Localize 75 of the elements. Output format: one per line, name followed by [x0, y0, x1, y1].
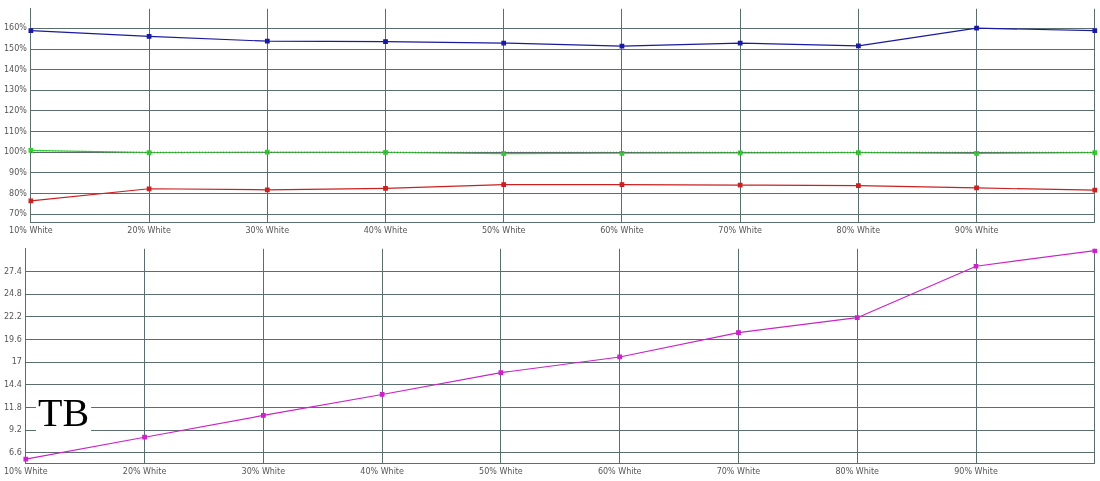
x-tick-label: 40% White — [363, 226, 408, 236]
point — [854, 315, 860, 321]
point — [856, 43, 861, 49]
point — [264, 187, 270, 193]
point — [619, 150, 625, 156]
x-tick-label: 90% White — [954, 226, 999, 236]
point — [619, 43, 625, 49]
y-tick-label: 120% — [4, 106, 28, 116]
point — [973, 263, 979, 269]
point — [974, 151, 979, 156]
y-tick-label: 150% — [4, 44, 28, 54]
point — [261, 413, 266, 418]
point — [856, 183, 861, 189]
y-tick-label: 80% — [9, 188, 28, 198]
point — [146, 150, 152, 156]
y-tick-label: 27.4 — [4, 266, 22, 276]
point — [737, 40, 743, 46]
y-tick-label: 110% — [4, 126, 28, 136]
x-tick-label: 50% White — [481, 226, 526, 236]
point — [383, 39, 388, 44]
point — [28, 198, 34, 204]
y-tick-label: 130% — [4, 85, 28, 95]
point — [1092, 28, 1098, 34]
annotation: TB — [38, 389, 90, 435]
point — [501, 40, 507, 46]
y-tick-label: 22.2 — [4, 311, 22, 321]
x-tick-label: 10% White — [9, 226, 53, 236]
x-tick-label: 50% White — [479, 467, 523, 477]
x-tick-label: 30% White — [241, 467, 286, 477]
x-tick-label: 80% White — [836, 226, 881, 236]
point — [146, 186, 152, 192]
point — [617, 354, 623, 360]
point — [974, 185, 979, 191]
x-tick-label: 70% White — [716, 467, 761, 477]
x-tick-label: 90% White — [954, 467, 998, 477]
y-tick-label: 140% — [4, 64, 28, 74]
x-tick-label: 70% White — [718, 226, 763, 236]
point — [501, 182, 507, 187]
point — [736, 330, 741, 335]
point — [23, 456, 29, 462]
point — [1092, 150, 1098, 156]
point — [737, 182, 743, 188]
y-tick-label: 6.6 — [9, 448, 22, 458]
point — [1092, 248, 1098, 253]
x-tick-label: 60% White — [600, 226, 644, 236]
y-tick-label: 17 — [11, 357, 22, 367]
point — [142, 434, 147, 440]
point — [1092, 187, 1098, 193]
y-tick-label: 14.4 — [4, 379, 22, 389]
x-tick-label: 10% White — [4, 467, 48, 477]
point — [146, 34, 152, 39]
point — [974, 25, 979, 31]
y-tick-label: 19.6 — [4, 334, 22, 344]
point — [383, 185, 388, 191]
point — [379, 392, 385, 397]
point — [28, 28, 34, 34]
y-tick-label: 160% — [4, 23, 28, 33]
x-tick-label: 30% White — [245, 226, 290, 236]
y-tick-label: 9.2 — [9, 425, 22, 435]
y-tick-label: 70% — [9, 209, 28, 219]
point — [856, 150, 861, 156]
x-tick-label: 20% White — [122, 467, 167, 477]
point — [264, 38, 270, 44]
y-tick-label: 11.8 — [4, 402, 22, 412]
point — [737, 150, 743, 156]
y-tick-label: 24.8 — [4, 289, 22, 299]
x-tick-label: 60% White — [597, 467, 642, 477]
point — [619, 182, 625, 187]
x-tick-label: 20% White — [127, 226, 171, 236]
y-tick-label: 100% — [4, 147, 28, 157]
x-tick-label: 80% White — [835, 467, 880, 477]
point — [28, 148, 34, 153]
y-tick-label: 90% — [9, 167, 28, 177]
x-tick-label: 40% White — [360, 467, 405, 477]
point — [498, 370, 504, 376]
